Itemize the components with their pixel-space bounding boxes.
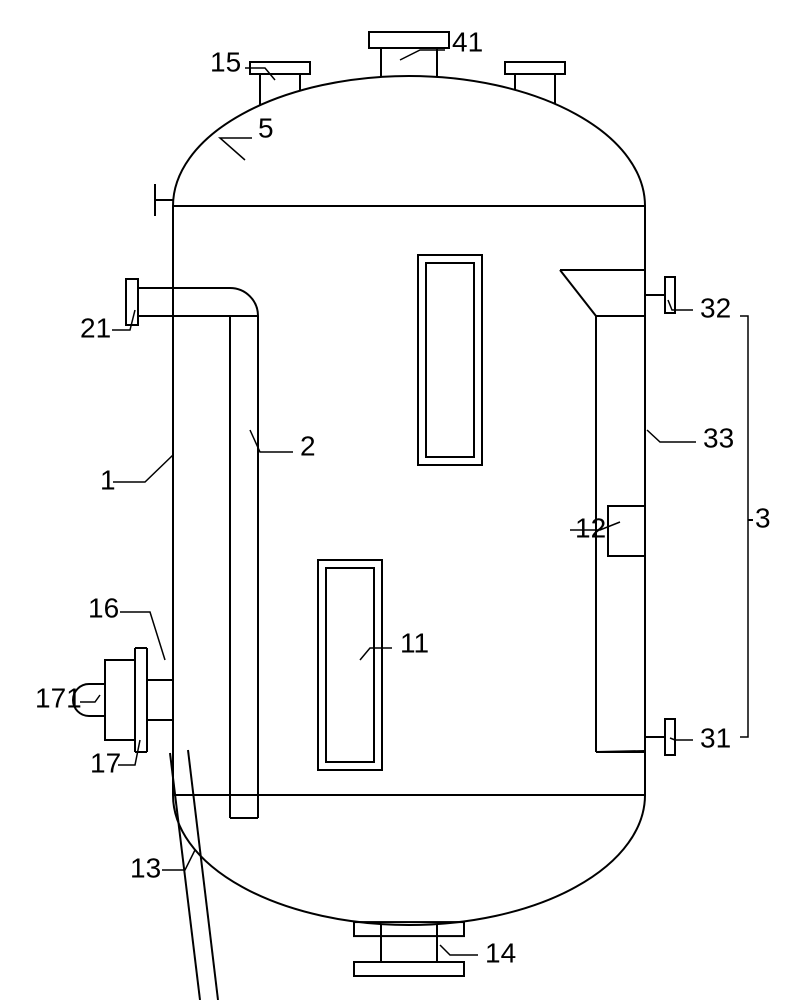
label-l41: 41 xyxy=(452,26,483,57)
vessel-bottom-dome xyxy=(173,795,645,925)
r-bottom-diag xyxy=(596,751,645,752)
leader-2 xyxy=(250,430,293,452)
leader-33 xyxy=(647,430,696,442)
leader-11 xyxy=(360,648,392,660)
bracket-3-top xyxy=(740,316,748,520)
r-top-flange xyxy=(665,277,675,313)
leader-14 xyxy=(440,945,478,955)
leader-1 xyxy=(113,455,173,482)
inlet-flange xyxy=(126,279,138,325)
label-l31: 31 xyxy=(700,722,731,753)
label-l14: 14 xyxy=(485,937,516,968)
label-l33: 33 xyxy=(703,422,734,453)
leader-171 xyxy=(80,695,100,702)
leader-31 xyxy=(670,738,693,740)
label-l17: 17 xyxy=(90,747,121,778)
window-lower-inner xyxy=(326,568,374,762)
label-l1: 1 xyxy=(100,464,116,495)
drain-lower-flange xyxy=(354,962,464,976)
window-upper-outer xyxy=(418,255,482,465)
label-l21: 21 xyxy=(80,312,111,343)
leader-41 xyxy=(400,50,445,60)
r-mid-tab xyxy=(608,506,645,556)
manway-cap xyxy=(105,660,135,740)
leader-21 xyxy=(112,310,135,330)
label-l13: 13 xyxy=(130,852,161,883)
label-l16: 16 xyxy=(88,592,119,623)
vessel-top-dome xyxy=(173,76,645,206)
label-l32: 32 xyxy=(700,292,731,323)
label-l12: 12 xyxy=(575,512,606,543)
label-l2: 2 xyxy=(300,430,316,461)
r-bot-flange xyxy=(665,719,675,755)
leg-front xyxy=(170,753,200,1000)
bracket-3-bot xyxy=(740,520,748,737)
window-lower-outer xyxy=(318,560,382,770)
r-funnel-left xyxy=(560,270,596,316)
label-l171: 171 xyxy=(35,682,82,713)
top-port-center-flange xyxy=(369,32,449,48)
label-l15: 15 xyxy=(210,46,241,77)
label-l5: 5 xyxy=(258,112,274,143)
window-upper-inner xyxy=(426,263,474,457)
leader-16 xyxy=(120,612,165,660)
label-l11: 11 xyxy=(400,627,429,658)
label-l3: 3 xyxy=(755,502,771,533)
inlet-elbow-outer xyxy=(230,288,258,316)
leader-32 xyxy=(668,300,693,310)
leg-back xyxy=(188,750,218,1000)
top-port-right-flange xyxy=(505,62,565,74)
leader-5 xyxy=(220,138,252,160)
leader-13 xyxy=(162,850,195,870)
